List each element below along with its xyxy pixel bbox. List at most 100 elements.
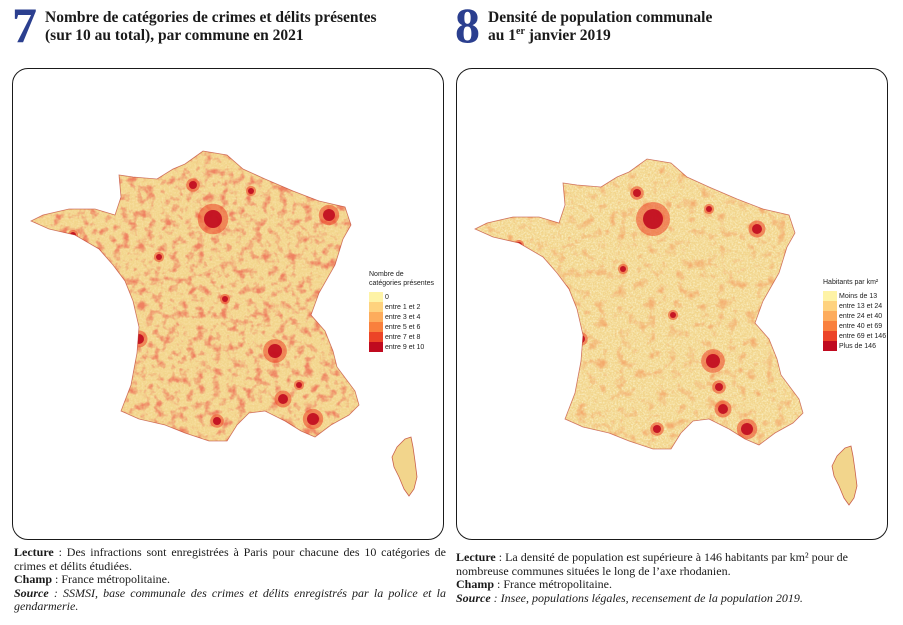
figure-title-line2: au 1er janvier 2019 bbox=[488, 25, 611, 44]
champ-text: : France métropolitaine. bbox=[52, 572, 170, 586]
density-hotspot-core bbox=[323, 209, 335, 221]
crime-categories-map: Nombre de catégories présentes 0 entre 1 … bbox=[12, 68, 444, 540]
figure-8-notes: Lecture : La densité de population est s… bbox=[456, 550, 888, 606]
legend-label: entre 5 et 6 bbox=[385, 323, 421, 331]
density-hotspot-core bbox=[577, 335, 585, 343]
legend-items: Moins de 13 entre 13 et 24 entre 24 et 40 e… bbox=[823, 291, 886, 351]
density-hotspot-core bbox=[706, 354, 720, 368]
figure-7-panel: 7 Nombre de catégories de crimes et déli… bbox=[12, 0, 452, 613]
figure-title-line1: Densité de population communale bbox=[488, 9, 713, 26]
density-hotspot-core bbox=[204, 210, 222, 228]
density-hotspot-core bbox=[741, 423, 753, 435]
legend-swatch bbox=[823, 291, 837, 301]
figure-7-header: 7 Nombre de catégories de crimes et déli… bbox=[12, 0, 452, 62]
density-hotspot-core bbox=[643, 209, 663, 229]
legend-swatch bbox=[369, 332, 383, 342]
figure-title: Densité de population communale au 1er j… bbox=[488, 9, 888, 45]
lecture-note: Lecture : Des infractions sont enregistr… bbox=[14, 545, 446, 573]
legend-title: Nombre de catégories présentes bbox=[369, 270, 434, 288]
source-text: : SSMSI, base communale des crimes et dé… bbox=[14, 585, 446, 613]
figure-title-line1: Nombre de catégories de crimes et délits… bbox=[45, 9, 377, 26]
density-hotspot-core bbox=[189, 181, 197, 189]
density-hotspot-core bbox=[706, 206, 712, 212]
legend-label: entre 40 et 69 bbox=[839, 322, 883, 330]
legend-item: entre 5 et 6 bbox=[369, 322, 434, 332]
density-hotspot-core bbox=[752, 224, 762, 234]
legend-item: entre 7 et 8 bbox=[369, 332, 434, 342]
density-hotspot-core bbox=[718, 404, 728, 414]
legend-item: entre 13 et 24 bbox=[823, 301, 886, 311]
figure-number: 8 bbox=[455, 0, 480, 53]
figure-title-line2: (sur 10 au total), par commune en 2021 bbox=[45, 27, 304, 44]
map-legend: Habitants par km² Moins de 13 entre 13 et… bbox=[823, 278, 886, 351]
legend-label: entre 7 et 8 bbox=[385, 333, 421, 341]
density-hotspot-core bbox=[248, 188, 254, 194]
legend-item: Moins de 13 bbox=[823, 291, 886, 301]
density-hotspot bbox=[574, 332, 588, 346]
lecture-note: Lecture : La densité de population est s… bbox=[456, 550, 888, 578]
density-hotspot-core bbox=[620, 266, 626, 272]
density-hotspot-core bbox=[134, 334, 144, 344]
legend-swatch bbox=[823, 301, 837, 311]
source-note: Source : Insee, populations légales, rec… bbox=[456, 590, 888, 606]
map-hotspots bbox=[67, 178, 340, 430]
legend-label: entre 69 et 146 bbox=[839, 332, 887, 340]
legend-label: Moins de 13 bbox=[839, 292, 878, 300]
legend-swatch bbox=[823, 311, 837, 321]
champ-label: Champ bbox=[456, 577, 495, 591]
legend-swatch bbox=[369, 312, 383, 322]
figure-8-header: 8 Densité de population communale au 1er… bbox=[455, 0, 895, 62]
france-map-crime bbox=[30, 150, 418, 497]
legend-item: entre 40 et 69 bbox=[823, 321, 886, 331]
density-hotspot-core bbox=[213, 417, 221, 425]
legend-label: entre 3 et 4 bbox=[385, 313, 421, 321]
legend-swatch bbox=[369, 292, 383, 302]
figure-8-panel: 8 Densité de population communale au 1er… bbox=[455, 0, 895, 604]
legend-swatch bbox=[369, 302, 383, 312]
legend-label: entre 13 et 24 bbox=[839, 302, 883, 310]
density-hotspot-core bbox=[670, 312, 676, 318]
title-line2-sup: er bbox=[516, 25, 525, 37]
source-label: Source bbox=[456, 590, 491, 605]
density-hotspot-core bbox=[715, 383, 723, 391]
legend-item: entre 69 et 146 bbox=[823, 331, 886, 341]
legend-title: Habitants par km² bbox=[823, 279, 879, 286]
map-legend: Nombre de catégories présentes 0 entre 1 … bbox=[369, 270, 434, 352]
figure-7-notes: Lecture : Des infractions sont enregistr… bbox=[14, 545, 446, 614]
champ-label: Champ bbox=[14, 572, 53, 586]
legend-label: entre 24 et 40 bbox=[839, 312, 883, 320]
france-map-density bbox=[474, 158, 858, 506]
legend-label: Plus de 146 bbox=[839, 342, 876, 350]
lecture-label: Lecture bbox=[456, 550, 496, 564]
lecture-text: : Des infractions sont enregistrées à Pa… bbox=[14, 545, 446, 573]
legend-item: entre 1 et 2 bbox=[369, 302, 434, 312]
legend-items: 0 entre 1 et 2 entre 3 et 4 entre 5 et 6 ent… bbox=[369, 292, 434, 352]
density-hotspot bbox=[67, 229, 79, 241]
population-density-map: Habitants par km² Moins de 13 entre 13 et… bbox=[456, 68, 888, 540]
legend-title-line2: catégories présentes bbox=[369, 280, 434, 287]
legend-title-line1: Nombre de bbox=[369, 271, 404, 278]
legend-swatch bbox=[823, 341, 837, 351]
density-hotspot-core bbox=[307, 413, 319, 425]
density-hotspot-core bbox=[268, 344, 282, 358]
density-hotspot-core bbox=[113, 279, 121, 287]
density-hotspot bbox=[110, 276, 124, 290]
lecture-label: Lecture bbox=[14, 545, 54, 559]
legend-swatch bbox=[369, 342, 383, 352]
legend-label: entre 9 et 10 bbox=[385, 343, 425, 351]
legend-label: entre 1 et 2 bbox=[385, 303, 421, 311]
legend-item: entre 3 et 4 bbox=[369, 312, 434, 322]
density-hotspot-core bbox=[296, 382, 302, 388]
density-hotspot-core bbox=[222, 296, 228, 302]
figure-number: 7 bbox=[12, 0, 37, 53]
title-line2-post: janvier 2019 bbox=[524, 27, 611, 44]
legend-swatch bbox=[369, 322, 383, 332]
legend-item: entre 9 et 10 bbox=[369, 342, 434, 352]
title-line2-pre: au 1 bbox=[488, 27, 516, 44]
density-hotspot bbox=[556, 284, 570, 298]
legend-item: Plus de 146 bbox=[823, 341, 886, 351]
density-hotspot-core bbox=[278, 394, 288, 404]
source-text: : Insee, populations légales, recensemen… bbox=[490, 590, 803, 605]
source-label: Source bbox=[14, 585, 49, 600]
density-hotspot-core bbox=[559, 287, 567, 295]
